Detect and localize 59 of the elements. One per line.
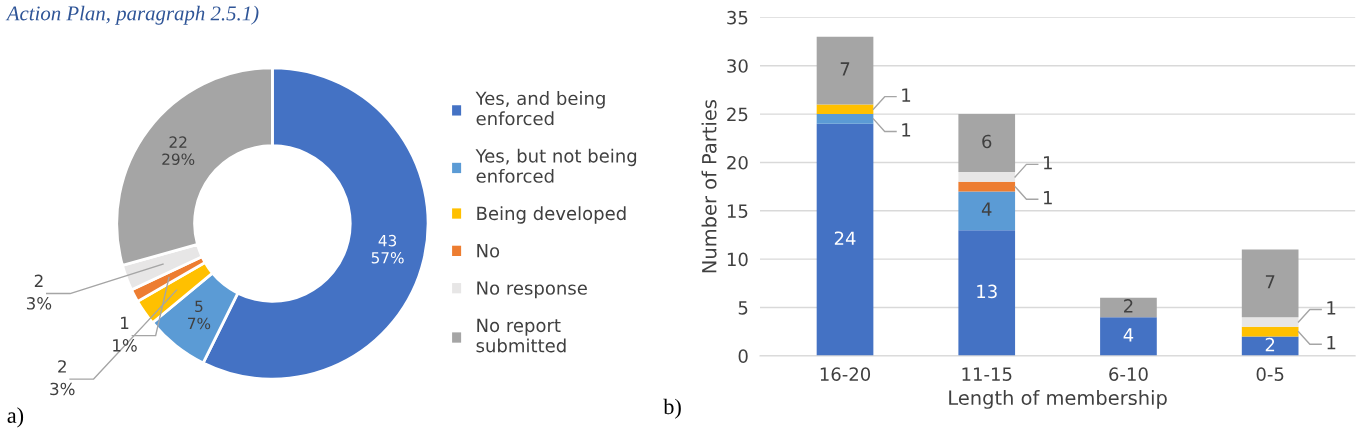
data-label: 4 [1123, 328, 1134, 342]
text: a) [7, 407, 24, 428]
text: Action Plan, paragraph 2.5.1) [5, 5, 259, 25]
data-label: 2 [1265, 337, 1275, 352]
y-tick-label: 35 [727, 10, 748, 25]
data-label: 1 [1043, 191, 1052, 205]
legend-label: Yes, and being enforced [475, 91, 605, 126]
legend-label: No response [477, 281, 587, 299]
bar [1241, 336, 1299, 356]
legend-label: No report submitted [476, 318, 566, 353]
data-label: 1 1% [113, 316, 137, 352]
bar [1241, 249, 1299, 318]
bar [816, 114, 874, 124]
bar [958, 172, 1016, 182]
data-label: 1 [1327, 336, 1336, 350]
y-tick-label: 30 [727, 59, 748, 73]
data-label: 2 [1124, 299, 1133, 313]
x-tick-label: 16-20 [820, 367, 871, 381]
legend-label: Yes, but not being enforced [475, 148, 637, 183]
y-tick-label: 25 [727, 107, 748, 122]
data-label: 7 [1265, 275, 1275, 289]
data-label: 1 [1043, 156, 1052, 170]
x-tick-label: 6-10 [1109, 367, 1148, 381]
bar [958, 230, 1016, 356]
bar [1241, 317, 1299, 327]
y-tick-label: 20 [727, 155, 748, 170]
data-label: 4 [981, 202, 992, 216]
data-label: 1 [902, 88, 911, 102]
data-label: 1 [902, 123, 911, 137]
y-tick-label: 0 [738, 349, 748, 363]
data-label: 13 [977, 284, 997, 299]
bar [816, 36, 874, 105]
data-label: 7 [840, 62, 850, 76]
data-label: 1 [1327, 301, 1336, 315]
data-label: 22 29% [162, 136, 195, 165]
y-tick-label: 15 [727, 204, 748, 218]
y-tick-label: 5 [738, 301, 748, 315]
bar [1241, 326, 1299, 337]
bar [1100, 317, 1157, 356]
data-label: 5 7% [188, 300, 211, 330]
y-axis-title: Number of Parties [701, 100, 717, 273]
x-axis-title: Length of membership [949, 390, 1167, 409]
bar [958, 191, 1016, 231]
data-label: 6 [982, 134, 992, 149]
y-tick-label: 10 [727, 252, 748, 267]
bar [958, 181, 1016, 192]
text: b) [663, 398, 681, 419]
x-tick-label: 0-5 [1256, 367, 1284, 381]
legend-label: Being developed [477, 206, 626, 224]
data-label: 24 [834, 231, 856, 245]
x-tick-label: 11-15 [962, 367, 1012, 381]
legend-label: No [477, 244, 500, 258]
bar [1100, 297, 1157, 318]
bar [816, 123, 874, 356]
data-label: 2 3% [26, 274, 52, 310]
data-label: 43 57% [371, 234, 404, 264]
bar [816, 104, 874, 115]
bar [958, 114, 1016, 173]
data-label: 2 3% [50, 360, 75, 396]
